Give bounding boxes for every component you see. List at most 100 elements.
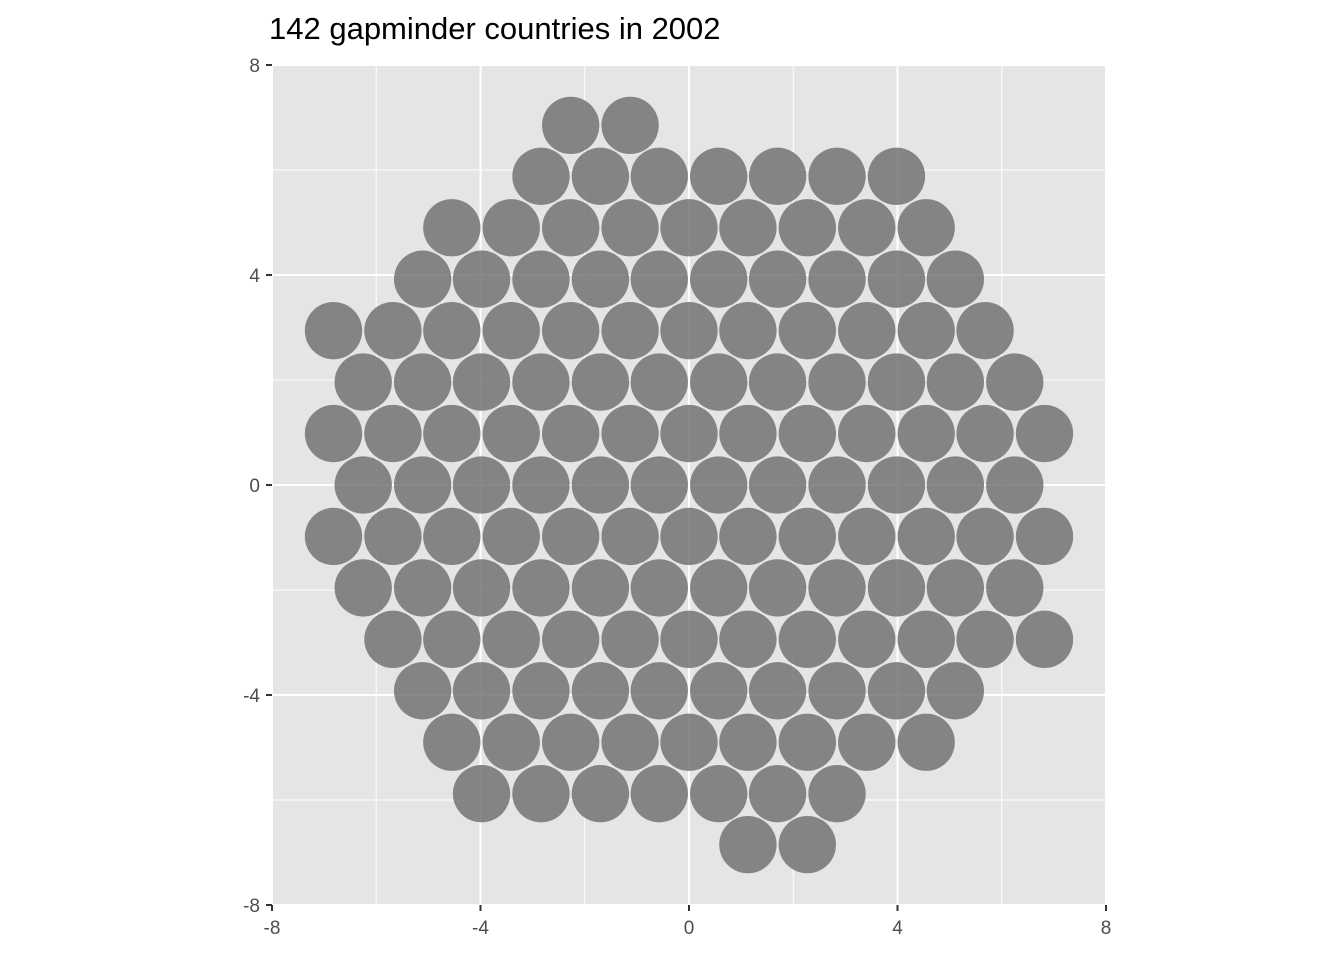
data-points <box>304 96 1074 874</box>
y-axis: -8 -4 0 4 8 <box>243 56 272 917</box>
country-point <box>630 559 688 617</box>
country-point <box>1015 507 1074 566</box>
country-point <box>748 353 807 411</box>
country-point <box>630 662 688 720</box>
country-point <box>542 301 600 360</box>
country-point <box>838 507 896 566</box>
country-point <box>601 301 659 360</box>
country-point <box>364 507 422 566</box>
x-tick-label: -4 <box>472 918 489 939</box>
country-point <box>482 199 540 257</box>
x-tick-label: 8 <box>1101 918 1112 939</box>
country-point <box>838 199 896 257</box>
country-point <box>452 662 511 720</box>
country-point <box>542 199 600 257</box>
country-point <box>423 507 481 566</box>
country-point <box>719 507 777 566</box>
chart-title: 142 gapminder countries in 2002 <box>269 11 721 46</box>
country-point <box>926 456 985 514</box>
y-tick-label: -4 <box>243 686 260 707</box>
country-point <box>838 404 896 463</box>
country-point <box>601 96 659 155</box>
country-point <box>808 559 866 617</box>
country-point <box>897 301 955 360</box>
country-point <box>630 456 688 514</box>
country-point <box>986 456 1044 514</box>
country-point <box>571 765 630 823</box>
country-point <box>423 199 481 257</box>
country-point <box>423 713 481 771</box>
country-point <box>956 507 1014 566</box>
country-point <box>571 250 630 308</box>
country-point <box>690 456 748 514</box>
country-point <box>452 353 511 411</box>
country-point <box>690 662 748 720</box>
country-point <box>808 250 866 308</box>
country-point <box>897 507 955 566</box>
country-point <box>867 250 926 308</box>
country-point <box>1015 404 1074 463</box>
country-point <box>334 353 392 411</box>
country-point <box>719 404 777 463</box>
country-point <box>571 559 630 617</box>
country-point <box>452 456 511 514</box>
country-point <box>630 353 688 411</box>
country-point <box>393 456 452 514</box>
country-point <box>808 662 866 720</box>
country-point <box>423 404 481 463</box>
y-tick-label: 4 <box>249 266 260 287</box>
country-point <box>926 662 985 720</box>
country-point <box>304 301 363 360</box>
country-point <box>304 507 363 566</box>
country-point <box>778 610 836 669</box>
country-point <box>482 507 540 566</box>
country-point <box>808 353 866 411</box>
country-point <box>423 610 481 669</box>
country-point <box>542 610 600 669</box>
country-point <box>512 147 570 205</box>
country-point <box>719 713 777 771</box>
country-point <box>986 559 1044 617</box>
country-point <box>482 713 540 771</box>
country-point <box>986 353 1044 411</box>
country-point <box>512 559 570 617</box>
country-point <box>748 662 807 720</box>
country-point <box>601 199 659 257</box>
country-point <box>571 662 630 720</box>
country-point <box>571 147 630 205</box>
country-point <box>452 250 511 308</box>
country-point <box>748 147 807 205</box>
country-point <box>778 815 836 874</box>
country-point <box>601 610 659 669</box>
country-point <box>452 765 511 823</box>
country-point <box>660 404 718 463</box>
country-point <box>808 147 866 205</box>
country-point <box>778 713 836 771</box>
x-axis: -8 -4 0 4 8 <box>264 905 1112 939</box>
country-point <box>748 250 807 308</box>
country-point <box>838 713 896 771</box>
country-point <box>601 507 659 566</box>
y-tick-label: 0 <box>249 476 260 497</box>
country-point <box>808 456 866 514</box>
country-point <box>897 199 955 257</box>
country-point <box>660 199 718 257</box>
country-point <box>601 713 659 771</box>
country-point <box>690 559 748 617</box>
country-point <box>926 559 985 617</box>
country-point <box>542 713 600 771</box>
country-point <box>630 250 688 308</box>
country-point <box>719 301 777 360</box>
country-point <box>334 559 392 617</box>
country-point <box>867 456 926 514</box>
x-tick-label: 0 <box>684 918 695 939</box>
country-point <box>690 353 748 411</box>
country-point <box>897 404 955 463</box>
country-point <box>393 559 452 617</box>
country-point <box>630 147 688 205</box>
country-point <box>748 559 807 617</box>
country-point <box>808 765 866 823</box>
country-point <box>452 559 511 617</box>
country-point <box>423 301 481 360</box>
